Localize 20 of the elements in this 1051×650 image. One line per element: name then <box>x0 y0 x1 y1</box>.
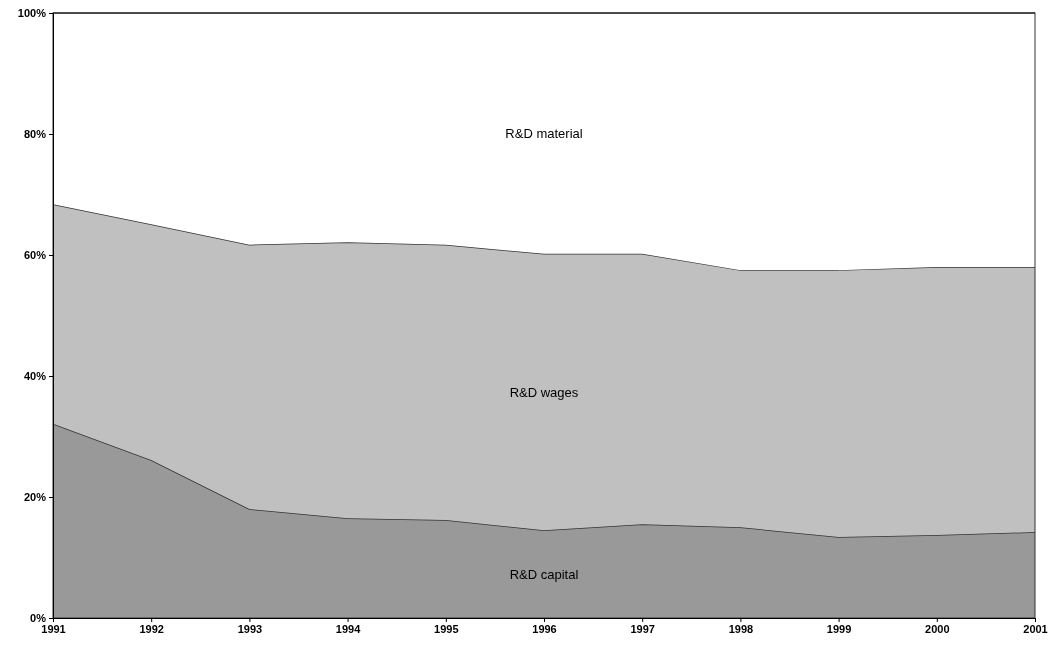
x-tick-label: 1998 <box>728 622 754 635</box>
x-tick-label: 1996 <box>532 622 557 635</box>
y-tick-label: 40% <box>23 370 47 383</box>
x-tick-label: 2000 <box>925 622 950 635</box>
y-tick-label: 60% <box>23 249 47 262</box>
x-tick-label: 2001 <box>1023 622 1048 635</box>
series-label: R&D material <box>505 125 583 141</box>
y-tick-label: 80% <box>23 128 47 141</box>
x-tick-label: 1995 <box>434 622 459 635</box>
x-tick-label: 1997 <box>630 622 655 635</box>
x-tick-label: 1994 <box>335 622 362 635</box>
x-tick-label: 1993 <box>237 622 263 635</box>
series-label: R&D capital <box>509 566 579 582</box>
x-tick-label: 1999 <box>826 622 852 635</box>
x-tick-label: 1992 <box>139 622 164 635</box>
y-tick-label: 0% <box>30 612 47 625</box>
series-label: R&D wages <box>509 384 579 400</box>
x-tick-label: 1991 <box>41 622 66 635</box>
y-tick-label: 20% <box>23 491 47 504</box>
y-tick-label: 100% <box>17 7 47 20</box>
